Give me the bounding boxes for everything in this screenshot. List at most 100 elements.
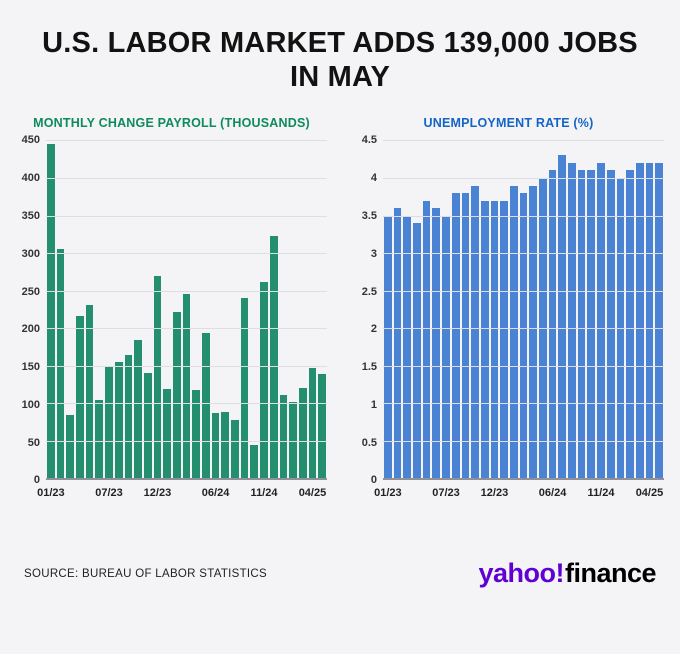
bar-12/23 [153,276,162,479]
gridline [46,253,327,255]
bar-10/24 [250,445,259,479]
bar-02/23 [393,208,402,479]
bar-05/23 [85,304,94,479]
y-tick-label: 4.5 [361,134,377,147]
y-tick-label: 4 [370,172,377,185]
bar-09/24 [577,170,586,479]
unemployment-x-axis: 01/23 07/23 12/23 06/24 11/24 04/25 [374,480,664,502]
x-tick-label: 11/24 [250,487,278,500]
y-tick-label: 350 [21,209,40,222]
bar-07/23 [105,365,113,479]
bar-11/23 [480,200,489,479]
payroll-x-axis: 01/23 07/23 12/23 06/24 11/24 04/25 [37,480,327,502]
bar-08/24 [568,162,576,479]
y-tick-label: 3 [370,247,377,260]
gridline [383,177,664,179]
bar-04/23 [76,316,84,479]
bar-03/24 [182,293,191,479]
bar-02/24 [172,311,181,479]
x-tick-label: 12/23 [143,487,172,500]
y-tick-label: 1 [370,398,377,411]
x-tick-label: 12/23 [480,487,509,500]
bar-05/23 [422,200,431,479]
logo-exclamation: ! [555,558,564,589]
y-tick-label: 2 [370,323,377,336]
y-tick-label: 2.5 [361,285,377,298]
gridline [383,215,664,217]
bar-06/23 [95,399,104,479]
page-title: U.S. LABOR MARKET ADDS 139,000 JOBS IN M… [42,27,638,94]
x-tick-label: 07/23 [432,487,460,500]
bar-04/25 [645,162,654,479]
bar-06/23 [432,208,441,479]
bar-08/24 [231,419,239,479]
bar-11/23 [143,373,152,479]
gridline [46,215,327,217]
unemployment-chart: UNEMPLOYMENT RATE (%) 4.5 4 3.5 3 2.5 2 1.5 1 0.… [353,116,664,502]
y-tick-label: 200 [21,323,40,336]
bar-03/23 [66,414,75,479]
unemployment-plot-area [383,140,664,481]
unemployment-chart-body: 4.5 4 3.5 3 2.5 2 1.5 1 0.5 0 [353,134,664,486]
bar-03/23 [403,215,412,479]
bar-04/23 [413,223,421,479]
payroll-chart-body: 450 400 350 300 250 200 150 100 50 0 [16,134,327,486]
bar-07/24 [558,155,567,479]
bar-09/24 [240,298,249,479]
bar-01/25 [279,395,288,479]
bar-10/24 [587,170,596,479]
y-tick-label: 100 [21,398,40,411]
yahoo-finance-logo: yahoo!finance [478,558,656,589]
bar-05/24 [202,333,210,479]
x-tick-label: 04/25 [635,487,664,500]
x-tick-label: 07/23 [95,487,123,500]
gridline [383,140,664,142]
y-tick-label: 0 [370,474,377,487]
y-tick-label: 150 [21,361,40,374]
y-tick-label: 50 [27,436,40,449]
gridline [46,290,327,292]
y-tick-label: 3.5 [361,209,377,222]
gridline [383,365,664,367]
bar-02/23 [56,249,65,479]
payroll-bars [46,140,327,479]
bar-07/24 [221,412,230,479]
logo-finance-text: finance [564,558,657,589]
y-tick-label: 300 [21,247,40,260]
gridline [383,253,664,255]
gridline [383,403,664,405]
bar-10/23 [471,185,479,479]
x-tick-label: 01/23 [37,487,65,500]
unemployment-bars [383,140,664,479]
logo-yahoo-text: yahoo [478,558,556,589]
bar-04/25 [308,368,317,479]
bar-02/25 [289,401,297,479]
bar-05/25 [655,162,663,479]
bar-04/24 [192,389,200,479]
bar-01/24 [500,200,508,479]
y-tick-label: 450 [21,134,40,147]
footer: SOURCE: BUREAU OF LABOR STATISTICS yahoo… [0,558,680,589]
bar-01/24 [163,389,171,479]
bar-09/23 [124,354,133,479]
x-tick-label: 06/24 [538,487,567,500]
bar-06/24 [548,170,557,479]
gridline [46,177,327,179]
x-tick-label: 11/24 [587,487,615,500]
x-tick-label: 06/24 [201,487,230,500]
charts-row: MONTHLY CHANGE PAYROLL (THOUSANDS) 450 40… [0,116,680,502]
bar-11/24 [597,162,605,479]
y-tick-label: 0 [33,474,40,487]
y-tick-label: 250 [21,285,40,298]
bar-04/24 [529,185,537,479]
bar-05/25 [318,374,326,479]
bar-02/25 [626,170,634,479]
y-tick-label: 0.5 [361,436,377,449]
bar-02/24 [509,185,518,479]
bar-09/23 [461,193,470,479]
bar-12/24 [269,235,278,479]
gridline [46,140,327,142]
x-tick-label: 04/25 [298,487,327,500]
bar-06/24 [211,413,220,479]
bar-10/23 [134,340,142,479]
